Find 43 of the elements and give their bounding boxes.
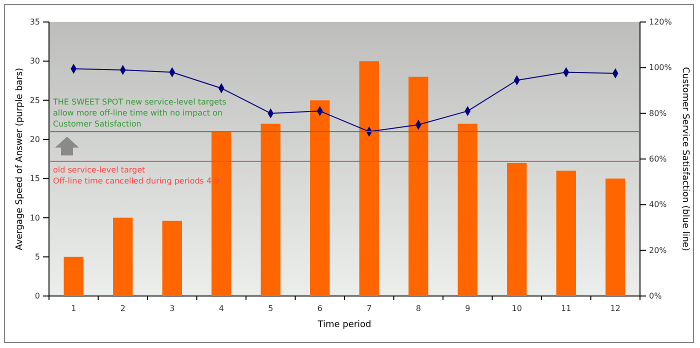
x-tick-label: 3 — [170, 304, 175, 313]
bar — [556, 170, 576, 296]
y2-tick-label: 40% — [649, 200, 668, 210]
bar — [359, 61, 379, 296]
ref-line-label: THE SWEET SPOT new service-level targets allow more off-line time with no impact on Customer Satisfaction — [52, 98, 226, 129]
y2-tick-label: 60% — [649, 154, 668, 164]
bar — [606, 178, 626, 296]
bar — [162, 220, 182, 296]
y-axis-title: Avergage Speed of Answer (purple bars) — [15, 68, 25, 250]
y2-tick-label: 100% — [649, 63, 672, 72]
bar — [310, 100, 330, 296]
x-tick-label: 4 — [218, 304, 224, 313]
x-tick-label: 7 — [366, 304, 372, 313]
y-tick-label: 5 — [34, 252, 40, 262]
y-tick-label: 0 — [34, 292, 40, 301]
bar — [64, 256, 84, 296]
y2-tick-label: 0% — [649, 292, 662, 301]
x-tick-label: 10 — [512, 304, 522, 313]
x-tick-label: 5 — [268, 304, 274, 313]
y2-tick-label: 80% — [649, 108, 668, 118]
x-tick-label: 11 — [561, 304, 572, 313]
x-axis-title: Time period — [316, 320, 372, 330]
x-tick-label: 6 — [317, 304, 322, 313]
y-tick-label: 30 — [30, 56, 40, 66]
y-tick-label: 35 — [30, 18, 40, 27]
bar — [113, 218, 133, 296]
y-tick-label: 25 — [30, 96, 40, 105]
ref-line-label: old service-level target — [53, 165, 146, 174]
y-tick-label: 15 — [30, 174, 40, 184]
bar — [507, 162, 527, 296]
x-tick-label: 12 — [610, 304, 620, 313]
y-tick-label: 10 — [30, 213, 40, 222]
y-tick-label: 20 — [30, 134, 40, 144]
y2-axis-title: Customer Service Satisfaction (blue line) — [680, 67, 690, 251]
bar — [458, 124, 478, 296]
x-tick-label: 2 — [120, 304, 126, 313]
bar — [260, 124, 280, 296]
y2-tick-label: 120% — [649, 18, 672, 27]
y2-tick-label: 20% — [649, 246, 668, 255]
x-tick-label: 8 — [416, 304, 421, 313]
x-tick-label: 1 — [71, 304, 76, 313]
x-tick-label: 9 — [465, 304, 470, 313]
bar — [408, 76, 428, 296]
